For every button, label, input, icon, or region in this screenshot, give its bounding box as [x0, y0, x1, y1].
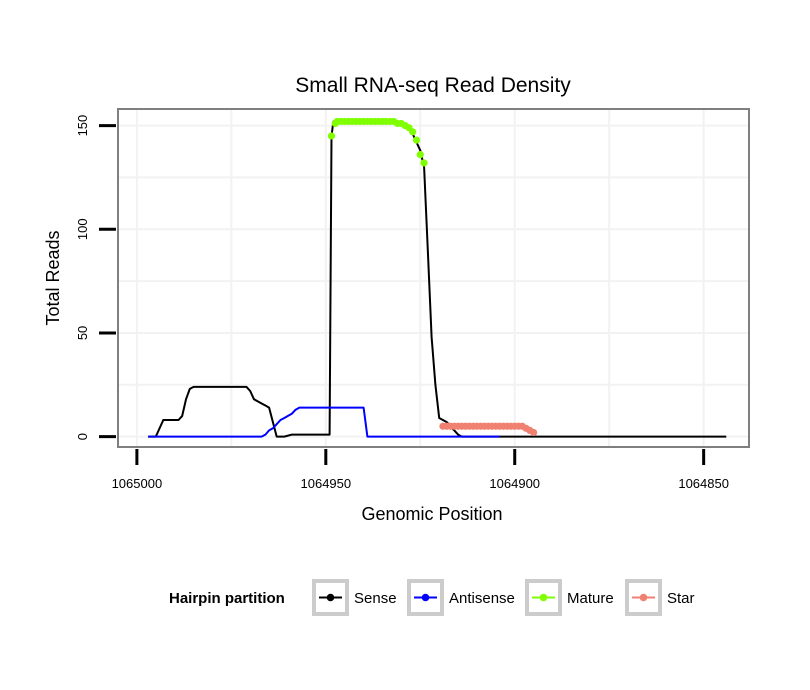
y-tick-label: 100	[75, 218, 90, 240]
data-point-mature	[416, 151, 424, 159]
data-point-mature	[420, 159, 428, 167]
y-tick-label: 0	[75, 433, 90, 440]
legend-label: Star	[667, 590, 695, 607]
legend-label: Mature	[567, 590, 614, 607]
legend-entry-antisense: Antisense	[407, 579, 515, 616]
legend-entry-sense: Sense	[312, 579, 397, 616]
chart-title: Small RNA-seq Read Density	[295, 74, 571, 97]
legend-key-marker	[639, 593, 648, 602]
panel-border	[117, 108, 750, 448]
legend: Hairpin partition Sense Antisense Mature St…	[169, 579, 695, 616]
x-tick-label: 1065000	[112, 476, 163, 491]
data-point-mature	[409, 128, 417, 136]
data-point-mature	[412, 136, 421, 144]
legend-entry-mature: Mature	[525, 579, 614, 616]
grid	[118, 109, 749, 447]
y-axis: 0 50 100 150	[75, 115, 116, 440]
legend-key-marker	[421, 593, 430, 602]
x-axis: 1065000 1064950 1064900 1064850	[112, 449, 729, 491]
legend-key-marker	[539, 593, 548, 602]
data-point-mature	[327, 132, 336, 140]
legend-title: Hairpin partition	[169, 590, 285, 607]
legend-label: Antisense	[449, 590, 515, 607]
x-tick-label: 1064850	[678, 476, 729, 491]
y-axis-title: Total Reads	[43, 230, 63, 325]
y-tick-label: 150	[75, 115, 90, 137]
data-point-star	[530, 428, 538, 437]
legend-entry-star: Star	[625, 579, 695, 616]
series-line-antisense	[148, 406, 500, 438]
legend-label: Sense	[354, 590, 397, 607]
x-tick-label: 1064900	[489, 476, 540, 491]
legend-key-marker	[326, 593, 335, 602]
series-line-sense	[148, 120, 727, 438]
x-tick-label: 1064950	[301, 476, 352, 491]
x-axis-title: Genomic Position	[361, 504, 502, 524]
y-tick-label: 50	[75, 326, 90, 340]
series-layer	[148, 117, 727, 438]
